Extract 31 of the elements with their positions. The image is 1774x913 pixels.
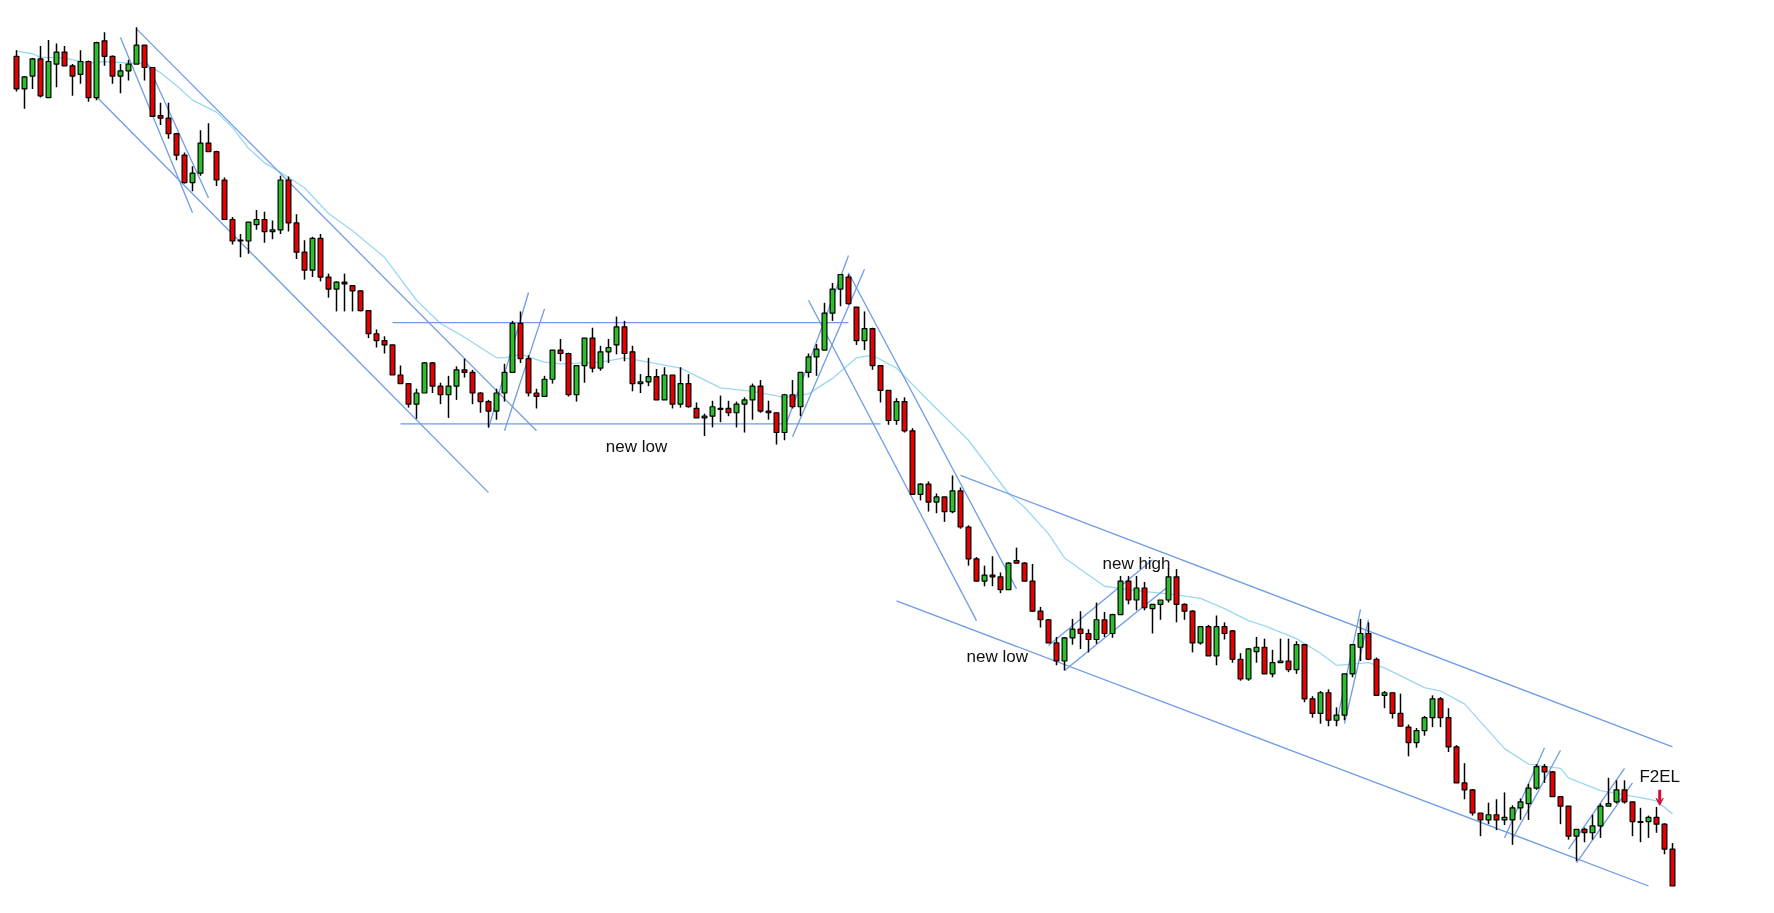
- candlestick: [397, 364, 404, 385]
- annotation: new low: [605, 436, 668, 456]
- candlestick: [765, 399, 772, 421]
- candlestick: [1597, 802, 1604, 839]
- candlestick: [1157, 599, 1164, 621]
- candlestick: [1397, 692, 1404, 728]
- candlestick: [349, 284, 356, 313]
- candlestick: [741, 396, 748, 434]
- candlestick: [125, 59, 132, 82]
- candlestick: [1605, 777, 1612, 807]
- annotation: F2EL: [1639, 766, 1681, 786]
- candlestick: [805, 352, 812, 379]
- annotation: new high: [1102, 554, 1171, 574]
- candlestick: [469, 369, 476, 405]
- candlestick: [1637, 807, 1644, 843]
- candlestick: [1461, 762, 1468, 801]
- candlestick: [1037, 606, 1044, 629]
- candlestick: [1045, 618, 1052, 644]
- candlestick: [157, 101, 164, 126]
- candlestick: [477, 391, 484, 414]
- annotation: new low: [966, 647, 1029, 667]
- candlestick: [173, 132, 180, 161]
- candlestick: [1557, 795, 1564, 825]
- candlestick: [1421, 715, 1428, 737]
- candlestick: [501, 363, 508, 403]
- candlestick: [373, 328, 380, 349]
- candlestick: [1629, 801, 1636, 837]
- candlestick: [165, 101, 172, 140]
- candlestick: [1469, 788, 1476, 817]
- candlestick: [1021, 561, 1028, 582]
- candlestick: [605, 338, 612, 364]
